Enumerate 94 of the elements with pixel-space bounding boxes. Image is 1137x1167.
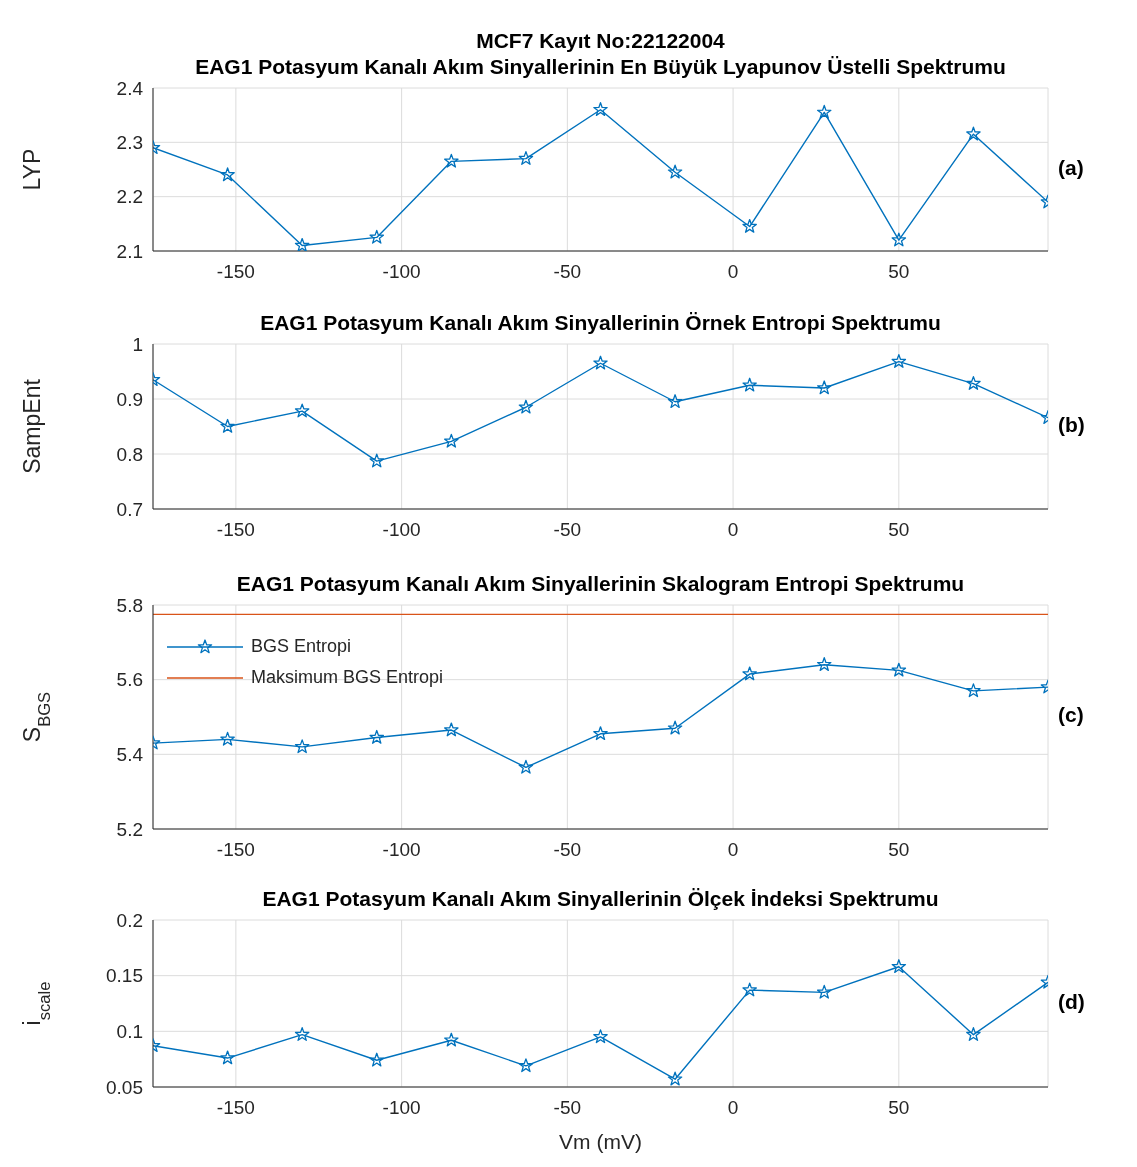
y-tick-label: 0.2 — [116, 909, 143, 931]
x-tick-label: 50 — [888, 261, 910, 283]
y-tick-label: 2.2 — [116, 186, 143, 208]
y-tick-label: 5.4 — [116, 744, 144, 766]
x-tick-label: -100 — [382, 519, 421, 541]
point — [593, 726, 608, 741]
y-tick-label: 0.05 — [106, 1076, 143, 1098]
y-axis-title: SampEnt — [19, 378, 45, 474]
x-tick-label: -50 — [553, 839, 582, 861]
chart-title: EAG1 Potasyum Kanalı Akım Sinyallerinin Skalogram Entropi Spektrumu — [236, 571, 965, 597]
y-tick-label: 2.4 — [116, 77, 144, 99]
x-tick-label: -100 — [382, 261, 421, 283]
point — [742, 666, 757, 681]
x-tick-label: -50 — [553, 519, 582, 541]
point — [369, 1052, 385, 1067]
x-tick-label: -100 — [382, 1097, 421, 1119]
x-tick-label: 0 — [727, 519, 739, 541]
point — [294, 739, 310, 754]
point — [444, 722, 459, 737]
point — [742, 982, 757, 997]
point — [816, 657, 832, 672]
x-tick-label: -50 — [553, 1097, 582, 1119]
point — [369, 729, 385, 744]
chart-title: EAG1 Potasyum Kanalı Akım Sinyallerinin Ölçek İndeksi Spektrumu — [262, 886, 939, 912]
point — [667, 720, 683, 735]
chart-title: MCF7 Kayıt No:22122004 — [476, 28, 725, 54]
point — [966, 126, 981, 141]
point — [891, 959, 907, 974]
x-tick-label: 0 — [727, 261, 739, 283]
y-tick-label: 5.8 — [116, 594, 143, 616]
point — [220, 1050, 235, 1065]
point — [966, 683, 981, 698]
y-tick-label: 5.2 — [116, 818, 143, 840]
y-tick-label: 2.1 — [116, 240, 143, 262]
point — [220, 731, 235, 746]
text: (d) — [1058, 989, 1085, 1014]
legend-label: BGS Entropi — [251, 636, 352, 657]
y-tick-label: 2.3 — [116, 132, 143, 154]
x-tick-label: 0 — [727, 839, 739, 861]
y-tick-label: 0.9 — [116, 388, 143, 410]
point — [816, 984, 832, 999]
point — [444, 1032, 459, 1047]
y-tick-label: 5.6 — [116, 669, 143, 691]
point — [369, 229, 385, 244]
legend-label: Maksimum BGS Entropi — [251, 667, 444, 688]
x-tick-label: -150 — [216, 1097, 255, 1119]
x-tick-label: -150 — [216, 519, 255, 541]
x-tick-label: -50 — [553, 261, 582, 283]
point — [294, 237, 310, 251]
y-tick-label: 0.1 — [116, 1021, 143, 1043]
point — [444, 153, 459, 168]
point — [593, 355, 608, 370]
point — [518, 150, 534, 165]
point — [593, 102, 608, 117]
point — [294, 1027, 310, 1041]
point — [220, 167, 235, 182]
x-tick-label: -100 — [382, 839, 421, 861]
text: (a) — [1058, 155, 1084, 180]
x-tick-label: 0 — [727, 1097, 739, 1119]
y-tick-label: 0.7 — [116, 498, 143, 520]
point — [742, 377, 757, 392]
point — [593, 1029, 608, 1044]
point — [518, 399, 534, 414]
point — [294, 403, 310, 418]
point — [742, 218, 757, 233]
point — [816, 104, 832, 119]
y-tick-label: 1 — [132, 333, 143, 355]
point — [891, 353, 907, 368]
x-tick-label: -150 — [216, 839, 255, 861]
point — [891, 232, 907, 247]
chart-subtitle: EAG1 Potasyum Kanalı Akım Sinyallerinin En Büyük Lyapunov Üstelli Spektrumu — [195, 54, 1006, 80]
point — [966, 375, 981, 390]
x-tick-label: -150 — [216, 261, 255, 283]
point — [369, 453, 385, 468]
point — [667, 1071, 683, 1086]
x-tick-label: 50 — [888, 519, 910, 541]
y-tick-label: 0.8 — [116, 443, 143, 465]
point — [966, 1027, 981, 1041]
chart-title: EAG1 Potasyum Kanalı Akım Sinyallerinin Örnek Entropi Spektrumu — [260, 310, 941, 336]
text: (c) — [1058, 703, 1084, 727]
point — [667, 164, 683, 179]
x-tick-label: 50 — [888, 1097, 910, 1119]
point — [667, 394, 683, 409]
point — [891, 662, 907, 677]
point — [518, 759, 534, 774]
y-tick-label: 0.15 — [106, 965, 143, 987]
point — [220, 418, 235, 433]
point — [444, 433, 459, 448]
x-tick-label: 50 — [888, 839, 910, 861]
x-axis-title: Vm (mV) — [559, 1130, 642, 1153]
point — [816, 380, 832, 395]
y-axis-title: LYP — [19, 148, 45, 191]
point — [518, 1058, 534, 1073]
text: (b) — [1058, 412, 1085, 437]
